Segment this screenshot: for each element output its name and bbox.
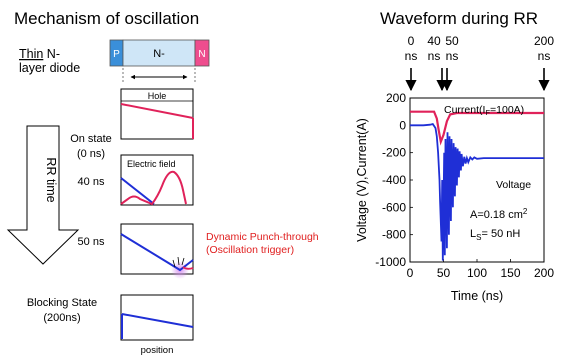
marker-3-value: 200 [534, 34, 554, 48]
n-minus-region [122, 39, 196, 67]
left-title: Mechanism of oscillation [14, 9, 199, 28]
stage-0-label-1: On state [70, 133, 112, 145]
y-axis-ticks: 200 0 -200 -400 -600 -800 -1000 [375, 91, 413, 269]
p-region-label: P [113, 49, 120, 60]
current-label-prefix: Current(I [444, 104, 485, 116]
y-axis-label: Voltage (V),Current(A) [355, 118, 369, 242]
y-tick-label: -400 [382, 173, 406, 187]
n-minus-region-label: N- [153, 48, 165, 60]
x-tick-label: 0 [407, 266, 414, 280]
voltage-series-label: Voltage [496, 179, 531, 191]
y-tick-label: -600 [382, 200, 406, 214]
n-region-label: N [198, 49, 205, 60]
stage-3-label-1: Blocking State [27, 297, 97, 309]
stage-3-label-2: (200ns) [43, 312, 80, 324]
blocking-field-line [121, 313, 194, 328]
n-region [194, 39, 210, 67]
area-prefix: A=0.18 cm [470, 209, 523, 221]
panel-blocking-frame [120, 294, 194, 341]
right-title: Waveform during RR [380, 9, 538, 28]
ls-sub: S [476, 233, 481, 242]
panel-blocking-state [120, 294, 194, 341]
punch-through-annotation-2: (Oscillation trigger) [206, 244, 294, 256]
y-tick-label: 200 [386, 91, 406, 105]
electric-field-punch-line [120, 233, 194, 272]
area-sup: 2 [523, 207, 528, 216]
electric-field-label: Electric field [127, 159, 176, 169]
position-axis-label: position [141, 345, 174, 355]
area-annotation: A=0.18 cm2 [470, 207, 528, 221]
diode-label-line2: layer diode [19, 61, 80, 75]
hole-density-curve [120, 170, 187, 206]
current-label-suffix: =100A) [490, 104, 524, 116]
diode-label-line1: Thin N- [19, 47, 60, 61]
x-axis-ticks: 0 50 100 150 200 [407, 259, 554, 280]
x-tick-label: 150 [500, 266, 520, 280]
panel-on-state: Hole [120, 88, 194, 140]
y-tick-label: -200 [382, 146, 406, 160]
y-tick-label: 0 [399, 118, 406, 132]
hole-density-line [120, 103, 194, 119]
current-series-label: Current(IF=100A) [444, 104, 524, 117]
stage-2-label: 50 ns [78, 236, 105, 248]
punch-through-annotation-1: Dynamic Punch-through [206, 231, 319, 243]
panel-50ns [120, 223, 194, 279]
spark-mark-2 [177, 256, 180, 266]
time-markers: 0 ns 40 ns 50 ns 200 ns [405, 34, 554, 92]
marker-1-unit: ns [428, 49, 441, 63]
diode-label-n: N- [43, 47, 60, 61]
stage-1-label: 40 ns [78, 176, 105, 188]
x-tick-label: 100 [467, 266, 487, 280]
voltage-series-line [410, 122, 544, 261]
remaining-hole-line [182, 266, 194, 270]
ls-suffix: = 50 nH [481, 228, 520, 240]
diode-label-thin: Thin [19, 47, 43, 61]
x-axis-label: Time (ns) [451, 289, 503, 303]
marker-3-unit: ns [538, 49, 551, 63]
marker-0-value: 0 [408, 34, 415, 48]
x-tick-label: 50 [437, 266, 451, 280]
panel-on-state-frame [120, 88, 194, 140]
spark-mark-3 [181, 257, 185, 266]
current-label-sub: F [485, 108, 490, 117]
rr-time-label: RR time [44, 157, 58, 202]
stage-0-label-2: (0 ns) [77, 148, 105, 160]
rr-time-arrow: RR time [6, 125, 80, 265]
current-series-line [410, 110, 544, 146]
waveform-chart: 200 0 -200 -400 -600 -800 -1000 0 50 100 150 200 [375, 91, 554, 280]
marker-2-unit: ns [446, 49, 459, 63]
marker-0-unit: ns [405, 49, 418, 63]
inductance-annotation: LS= 50 nH [470, 228, 520, 242]
marker-1-value: 40 [427, 34, 441, 48]
panel-40ns: Electric field [120, 154, 194, 206]
hole-label: Hole [148, 91, 167, 101]
x-tick-label: 200 [534, 266, 554, 280]
y-tick-label: -1000 [375, 255, 406, 269]
ls-prefix: L [470, 228, 476, 240]
diode-structure: P N- N [109, 39, 210, 84]
marker-2-value: 50 [445, 34, 459, 48]
plot-frame [409, 97, 545, 263]
y-tick-label: -800 [382, 228, 406, 242]
electric-field-line [120, 177, 155, 205]
spark-mark-1 [172, 259, 176, 268]
